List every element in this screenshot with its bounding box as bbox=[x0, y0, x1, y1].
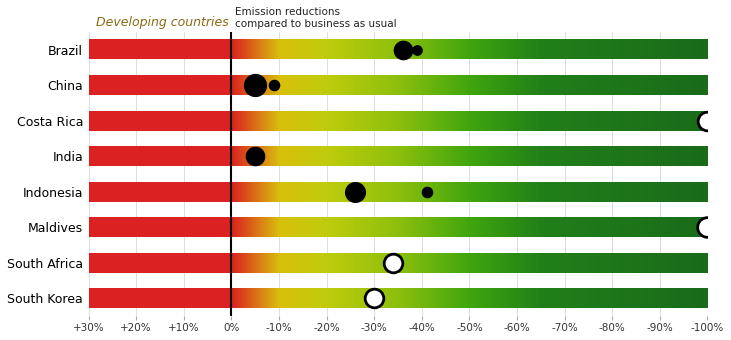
Point bbox=[702, 225, 713, 230]
Point bbox=[398, 47, 409, 52]
Point bbox=[249, 83, 261, 88]
Point bbox=[349, 189, 361, 194]
Point bbox=[249, 154, 261, 159]
Point bbox=[702, 118, 713, 123]
Point bbox=[268, 83, 280, 88]
Text: Emission reductions
compared to business as usual: Emission reductions compared to business… bbox=[235, 7, 396, 29]
Point bbox=[421, 189, 433, 194]
Point bbox=[387, 260, 399, 266]
Text: Developing countries: Developing countries bbox=[96, 16, 228, 29]
Point bbox=[411, 47, 423, 52]
Point bbox=[368, 296, 380, 301]
